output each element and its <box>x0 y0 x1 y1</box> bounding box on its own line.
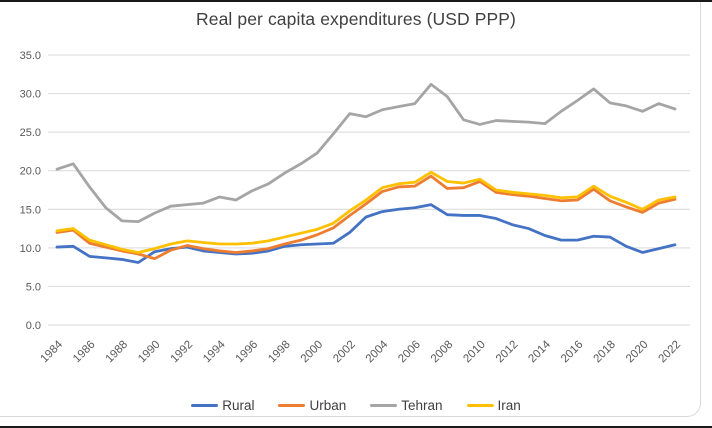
y-tick-label: 0.0 <box>26 320 41 332</box>
x-tick-label: 2014 <box>526 338 553 365</box>
chart-legend: Rural Urban Tehran Iran <box>0 398 712 413</box>
x-tick-label: 2018 <box>591 339 618 366</box>
legend-swatch-iran <box>466 403 494 408</box>
x-tick-label: 1986 <box>71 339 98 366</box>
y-tick-label: 10.0 <box>20 243 41 255</box>
chart-title: Real per capita expenditures (USD PPP) <box>196 9 516 29</box>
x-tick-label: 2002 <box>331 339 358 366</box>
legend-label-rural: Rural <box>222 398 255 413</box>
y-tick-label: 5.0 <box>26 281 41 293</box>
legend-item-urban: Urban <box>278 398 346 413</box>
x-tick-label: 1988 <box>104 339 131 366</box>
legend-swatch-tehran <box>370 403 398 408</box>
x-tick-label: 2012 <box>494 339 521 366</box>
legend-label-urban: Urban <box>309 398 347 413</box>
legend-swatch-rural <box>191 403 219 408</box>
x-tick-label: 1992 <box>169 339 196 366</box>
x-tick-label: 1996 <box>234 339 261 366</box>
x-tick-label: 2006 <box>396 339 423 366</box>
legend-item-rural: Rural <box>191 398 254 413</box>
legend-item-iran: Iran <box>466 398 521 413</box>
x-tick-label: 2010 <box>461 339 488 366</box>
y-tick-label: 25.0 <box>20 127 41 139</box>
series-line-iran <box>55 170 677 254</box>
top-edge-line <box>0 0 712 2</box>
x-tick-label: 1994 <box>201 338 228 365</box>
x-tick-label: 2000 <box>299 339 326 366</box>
x-tick-label: 1990 <box>136 339 163 366</box>
x-tick-label: 1984 <box>39 338 66 365</box>
y-tick-label: 20.0 <box>20 166 41 178</box>
x-tick-label: 1998 <box>266 339 293 366</box>
series-line-urban <box>55 174 677 261</box>
x-tick-label: 2016 <box>559 339 586 366</box>
x-tick-label: 2022 <box>657 339 684 366</box>
x-tick-label: 2008 <box>429 339 456 366</box>
legend-item-tehran: Tehran <box>370 398 443 413</box>
series-line-tehran <box>55 82 677 224</box>
x-tick-label: 2004 <box>364 338 391 365</box>
legend-label-iran: Iran <box>497 398 521 413</box>
y-tick-label: 15.0 <box>20 204 41 216</box>
legend-swatch-urban <box>278 403 306 408</box>
y-tick-label: 30.0 <box>20 89 41 101</box>
x-tick-label: 2020 <box>624 339 651 366</box>
y-tick-label: 35.0 <box>20 50 41 62</box>
bottom-edge-line <box>0 426 712 428</box>
legend-label-tehran: Tehran <box>401 398 443 413</box>
series-line-rural <box>55 203 677 264</box>
